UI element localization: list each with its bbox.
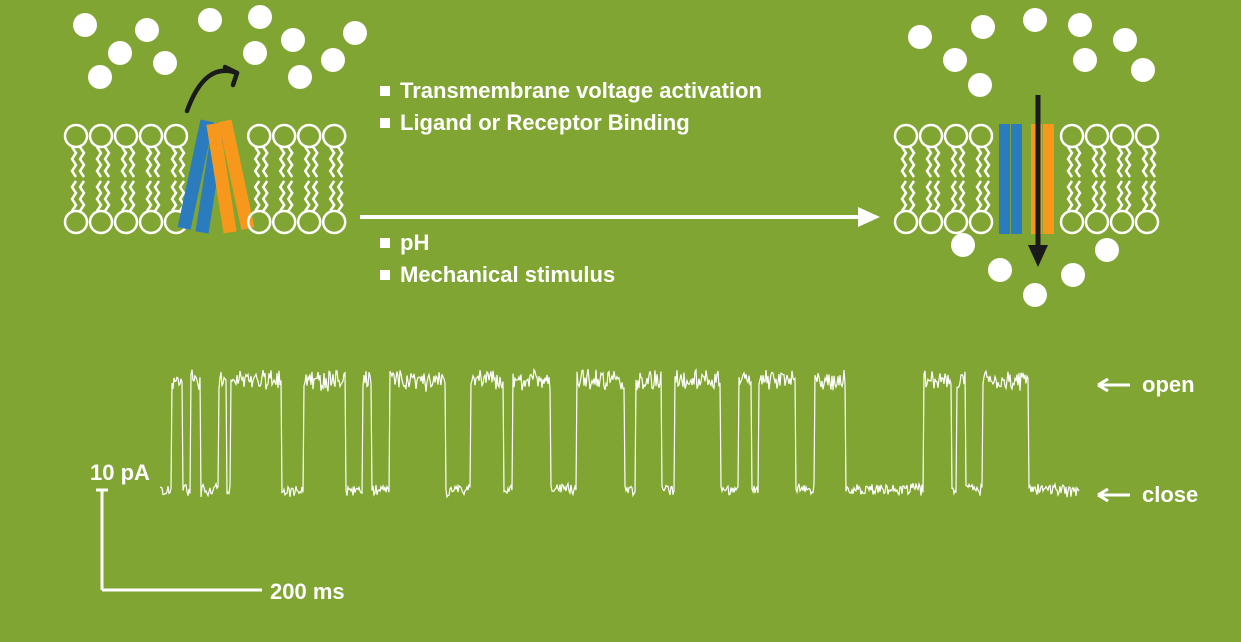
ion-icon bbox=[135, 18, 159, 42]
ion-icon bbox=[73, 13, 97, 37]
bullet-item: Mechanical stimulus bbox=[380, 262, 780, 288]
scale-y-label: 10 pA bbox=[90, 460, 150, 486]
diagram-root: Transmembrane voltage activation Ligand o… bbox=[0, 0, 1241, 642]
membrane-closed bbox=[55, 115, 375, 265]
ion-icon bbox=[1073, 48, 1097, 72]
ion-icon bbox=[153, 51, 177, 75]
bullet-text: Transmembrane voltage activation bbox=[400, 78, 762, 104]
ion-icon bbox=[971, 15, 995, 39]
ion-icon bbox=[988, 258, 1012, 282]
ion-icon bbox=[1023, 283, 1047, 307]
ion-icon bbox=[1131, 58, 1155, 82]
ion-icon bbox=[908, 25, 932, 49]
ion-icon bbox=[943, 48, 967, 72]
bullet-item: Transmembrane voltage activation bbox=[380, 78, 780, 104]
bullet-square-icon bbox=[380, 270, 390, 280]
open-label-text: open bbox=[1142, 372, 1195, 398]
membrane-open bbox=[885, 115, 1185, 265]
ion-icon bbox=[243, 41, 267, 65]
ion-icon bbox=[1023, 8, 1047, 32]
ion-icon bbox=[198, 8, 222, 32]
close-label: close bbox=[1090, 482, 1198, 508]
ion-icon bbox=[281, 28, 305, 52]
bullet-square-icon bbox=[380, 118, 390, 128]
ion-icon bbox=[951, 233, 975, 257]
ion-icon bbox=[321, 48, 345, 72]
ion-icon bbox=[968, 73, 992, 97]
bullet-square-icon bbox=[380, 238, 390, 248]
bullet-item: Ligand or Receptor Binding bbox=[380, 110, 780, 136]
single-channel-trace: 10 pA 200 ms open close bbox=[90, 360, 1170, 600]
ion-icon bbox=[1068, 13, 1092, 37]
bullet-text: pH bbox=[400, 230, 429, 256]
ion-icon bbox=[343, 21, 367, 45]
ion-icon bbox=[108, 41, 132, 65]
bullet-text: Ligand or Receptor Binding bbox=[400, 110, 690, 136]
scale-x-label: 200 ms bbox=[270, 579, 345, 605]
ion-icon bbox=[288, 65, 312, 89]
activation-bullets: Transmembrane voltage activation Ligand o… bbox=[380, 78, 780, 142]
transition-arrow bbox=[360, 202, 880, 214]
close-label-text: close bbox=[1142, 482, 1198, 508]
ion-icon bbox=[1095, 238, 1119, 262]
ion-icon bbox=[248, 5, 272, 29]
activation-bullets-lower: pH Mechanical stimulus bbox=[380, 230, 780, 294]
bullet-item: pH bbox=[380, 230, 780, 256]
ion-icon bbox=[1113, 28, 1137, 52]
bullet-square-icon bbox=[380, 86, 390, 96]
open-label: open bbox=[1090, 372, 1195, 398]
ion-icon bbox=[88, 65, 112, 89]
ion-icon bbox=[1061, 263, 1085, 287]
bullet-text: Mechanical stimulus bbox=[400, 262, 615, 288]
